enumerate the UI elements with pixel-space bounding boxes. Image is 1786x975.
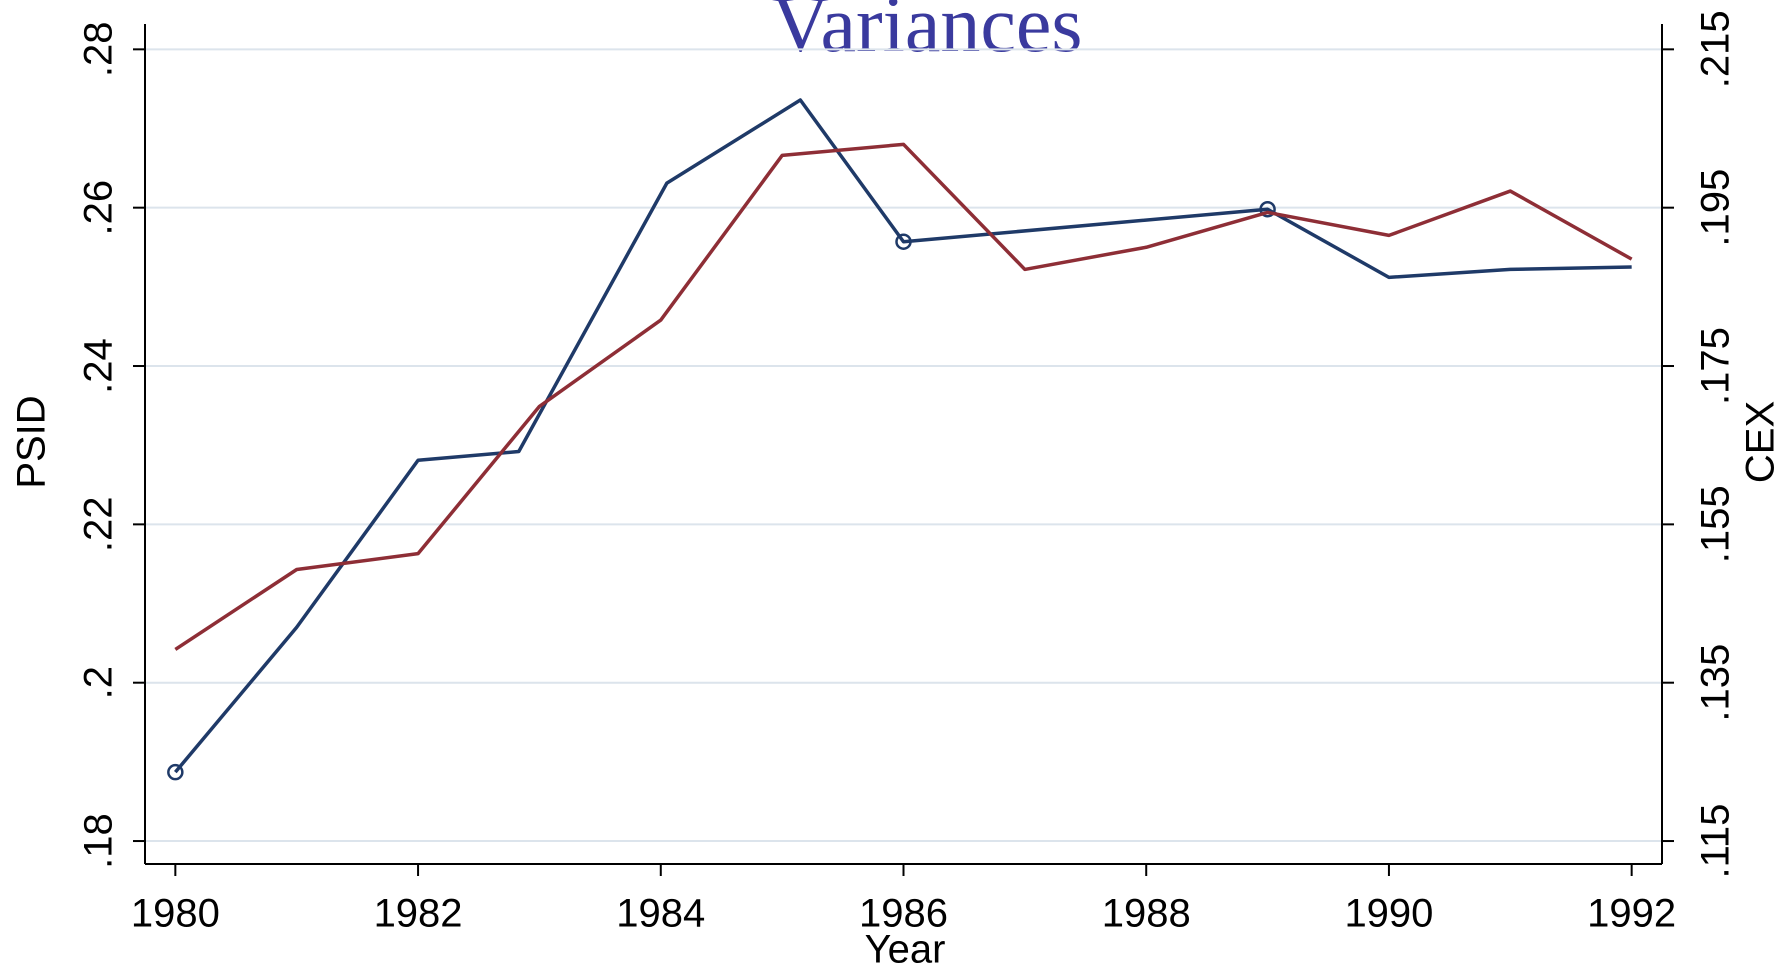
y-tick-label: .2 xyxy=(77,666,121,699)
y-tick-label: .26 xyxy=(77,180,121,236)
y-axis-label: PSID xyxy=(10,395,54,488)
x-tick-label: 1986 xyxy=(859,892,948,936)
x-tick-label: 1982 xyxy=(374,892,463,936)
x-tick-label: 1984 xyxy=(616,892,705,936)
point-marker xyxy=(167,763,184,781)
point-marker xyxy=(1259,201,1276,218)
y-tick-label: .22 xyxy=(77,497,121,553)
y2-tick-label: .195 xyxy=(1694,169,1738,247)
y2-tick-label: .215 xyxy=(1694,10,1738,88)
x-axis-label: Year xyxy=(865,928,946,972)
x-tick-label: 1992 xyxy=(1587,892,1676,936)
x-tick-label: 1980 xyxy=(131,892,220,936)
x-tick-label: 1990 xyxy=(1344,892,1433,936)
y2-tick-label: .135 xyxy=(1694,644,1738,722)
x-tick-label: 1988 xyxy=(1102,892,1191,936)
y-tick-label: .24 xyxy=(77,338,121,394)
y-tick-label: .28 xyxy=(77,22,121,78)
chart-title: Variances xyxy=(772,0,1083,69)
y-tick-label: .18 xyxy=(77,813,121,869)
line-series xyxy=(173,98,1632,774)
y2-tick-label: .175 xyxy=(1694,327,1738,405)
y2-tick-label: .115 xyxy=(1694,804,1738,879)
point-marker xyxy=(895,233,912,250)
y2-axis-label: CEX xyxy=(1739,401,1783,483)
y2-tick-label: .155 xyxy=(1694,485,1738,563)
line-series xyxy=(174,142,1633,651)
